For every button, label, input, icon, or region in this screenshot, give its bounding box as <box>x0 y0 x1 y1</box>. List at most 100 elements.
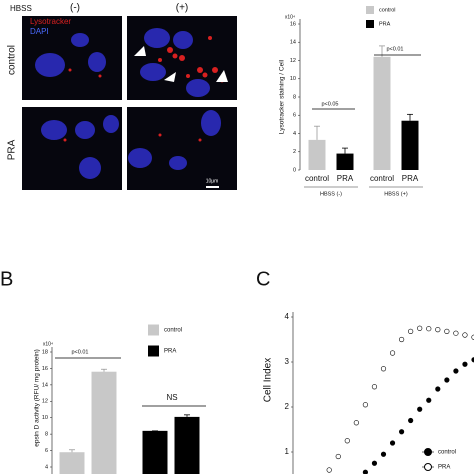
panel-label: B <box>0 268 13 290</box>
y-tick-label: 4 <box>285 312 290 321</box>
y-tick-label: 14 <box>42 382 48 388</box>
annotation: p<0.05 <box>322 101 339 107</box>
y-tick-label: 10 <box>290 76 296 82</box>
y-tick-label: 6 <box>293 113 296 119</box>
data-point <box>417 325 423 331</box>
legend-label: PRA <box>164 349 176 355</box>
annotation: p<0.01 <box>72 349 89 355</box>
data-point <box>371 384 378 390</box>
y-tick-label: 8 <box>293 94 296 100</box>
bar-label: PRA <box>337 174 354 183</box>
category-label: HBSS (-) <box>320 191 342 197</box>
y-tick-label: 0 <box>293 167 296 173</box>
y-tick-label: 4 <box>293 131 296 137</box>
legend-swatch <box>366 20 374 28</box>
bar <box>373 56 391 170</box>
legend-swatch <box>148 324 159 336</box>
data-point <box>389 440 396 446</box>
data-point <box>344 438 350 444</box>
legend-label: PRA <box>438 465 450 471</box>
data-point <box>426 397 432 403</box>
data-point <box>326 467 332 473</box>
bar <box>59 452 85 474</box>
legend-marker <box>424 463 432 471</box>
data-point <box>408 328 414 335</box>
y-tick-label: 12 <box>42 399 48 405</box>
data-point <box>408 417 414 424</box>
data-point <box>380 451 387 457</box>
bar <box>174 416 200 474</box>
data-point <box>453 330 459 336</box>
y-tick-label: 2 <box>285 402 290 411</box>
y-tick-label: 14 <box>290 40 296 46</box>
legend-label: PRA <box>379 21 391 27</box>
bar-label: control <box>370 174 394 183</box>
panel-label: C <box>256 268 270 290</box>
bar <box>401 120 419 170</box>
bar <box>91 371 117 474</box>
bar-label: control <box>305 174 329 183</box>
data-point <box>462 361 468 367</box>
data-point <box>371 460 378 466</box>
minus-label: (-) <box>70 3 80 14</box>
legend-swatch <box>366 6 374 14</box>
nuclei <box>35 28 221 179</box>
y-tick-label: 10 <box>42 415 48 421</box>
annotation: NS <box>166 393 177 402</box>
bar-label: PRA <box>402 174 419 183</box>
data-point <box>435 386 441 392</box>
row-label: PRA <box>7 139 18 160</box>
stain-label: DAPI <box>30 27 49 36</box>
hbss-label: HBSS <box>10 4 32 13</box>
data-point <box>389 350 396 356</box>
row-label: control <box>7 45 18 75</box>
micrographs <box>22 16 237 190</box>
y-tick-label: 1 <box>285 447 290 456</box>
scale-label: 10μm <box>206 178 219 184</box>
data-point <box>444 328 450 335</box>
data-point <box>453 368 459 374</box>
plus-label: (+) <box>176 3 189 14</box>
legend-marker <box>424 448 432 456</box>
legend-swatch <box>148 345 159 357</box>
arrowheads <box>134 46 228 82</box>
y-tick-label: 3 <box>285 357 290 366</box>
data-point <box>335 453 341 460</box>
data-point <box>399 336 405 343</box>
stain-label: Lysotracker <box>30 17 71 26</box>
data-point <box>426 326 432 332</box>
data-point <box>444 377 450 383</box>
y-tick-label: 16 <box>290 21 296 27</box>
data-point <box>353 420 359 426</box>
legend-label: control <box>438 450 456 456</box>
bar <box>308 139 326 170</box>
y-tick-label: 16 <box>42 366 48 372</box>
y-axis-label: Cell Index <box>263 358 274 402</box>
data-point <box>417 406 423 412</box>
category-label: HBSS (+) <box>384 191 408 197</box>
data-point <box>435 327 441 333</box>
scale-bar <box>206 186 219 188</box>
y-tick-label: 8 <box>45 432 48 438</box>
y-tick-label: 4 <box>45 464 48 470</box>
annotation: p<0.01 <box>387 46 404 52</box>
data-point <box>471 357 474 363</box>
bar <box>336 153 354 170</box>
data-point <box>380 366 387 372</box>
y-tick-label: 18 <box>42 349 48 355</box>
data-point <box>462 332 468 338</box>
legend-label: control <box>164 328 182 334</box>
y-multiplier: x10⁴ <box>285 14 295 20</box>
data-point <box>471 334 474 340</box>
y-tick-label: 12 <box>290 58 296 64</box>
bar <box>142 430 168 474</box>
legend-label: control <box>379 7 396 13</box>
data-point <box>399 429 405 435</box>
y-tick-label: 2 <box>293 149 296 155</box>
y-tick-label: 6 <box>45 448 48 454</box>
data-point <box>362 469 368 474</box>
data-point <box>362 402 369 408</box>
y-multiplier: x10⁴ <box>43 341 53 347</box>
y-axis-label: Lysotracker staining / Cell <box>279 59 286 134</box>
